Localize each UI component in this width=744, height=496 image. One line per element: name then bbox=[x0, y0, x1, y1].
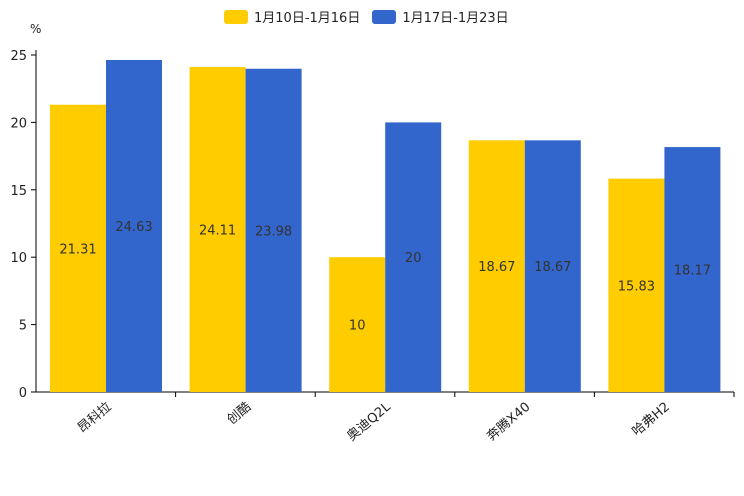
data-label: 21.31 bbox=[59, 242, 96, 257]
y-tick-label: 20 bbox=[10, 116, 27, 131]
y-tick-label: 25 bbox=[10, 49, 27, 64]
x-tick-label: 哈弗H2 bbox=[630, 400, 673, 440]
bar bbox=[189, 66, 246, 393]
legend-item-series-1[interactable]: 1月10日-1月16日 bbox=[224, 7, 360, 26]
data-label: 24.11 bbox=[199, 223, 236, 238]
legend: 1月10日-1月16日 1月17日-1月23日 bbox=[224, 7, 521, 26]
bar bbox=[664, 147, 721, 392]
y-tick-label: 0 bbox=[19, 386, 27, 401]
x-tick-label: 昂科拉 bbox=[75, 400, 115, 437]
data-label: 18.67 bbox=[534, 260, 571, 275]
legend-label-series-2: 1月17日-1月23日 bbox=[402, 11, 509, 26]
bar bbox=[50, 104, 106, 392]
data-label: 24.63 bbox=[115, 220, 152, 235]
x-tick-label: 奥迪Q2L bbox=[344, 399, 394, 444]
bar bbox=[106, 59, 162, 392]
y-tick-label: 15 bbox=[10, 184, 27, 199]
data-label: 18.17 bbox=[674, 264, 711, 279]
bar bbox=[385, 122, 442, 393]
y-tick-label: 5 bbox=[19, 319, 27, 334]
legend-item-series-2[interactable]: 1月17日-1月23日 bbox=[372, 7, 509, 26]
bar bbox=[608, 178, 665, 392]
data-label: 18.67 bbox=[478, 260, 515, 275]
y-axis-unit: % bbox=[30, 22, 42, 36]
data-label: 23.98 bbox=[255, 224, 292, 239]
data-label: 15.83 bbox=[618, 279, 655, 294]
x-tick-label: 创酷 bbox=[225, 400, 255, 428]
bar bbox=[329, 257, 386, 392]
bar bbox=[245, 68, 302, 392]
legend-swatch-series-2 bbox=[372, 9, 397, 24]
y-tick-label: 10 bbox=[10, 251, 27, 266]
x-tick-label: 奔腾X40 bbox=[484, 399, 534, 444]
bar bbox=[524, 140, 581, 392]
legend-swatch-series-1 bbox=[224, 9, 248, 24]
data-label: 20 bbox=[405, 251, 422, 266]
bar bbox=[468, 140, 525, 392]
legend-label-series-1: 1月10日-1月16日 bbox=[254, 11, 361, 26]
data-label: 10 bbox=[349, 319, 366, 334]
